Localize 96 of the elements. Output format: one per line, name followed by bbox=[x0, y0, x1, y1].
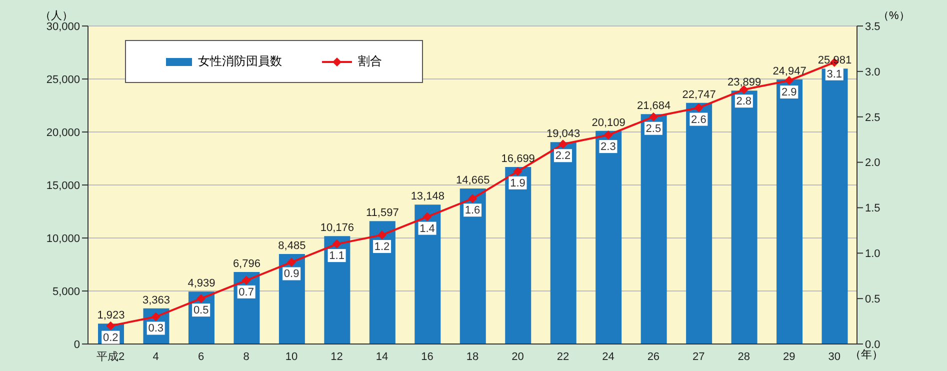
bar bbox=[776, 80, 803, 344]
x-tick-label: 平成2 bbox=[96, 350, 125, 363]
y2-tick-label: 1.5 bbox=[865, 202, 880, 215]
y2-tick-label: 1.0 bbox=[865, 248, 880, 260]
legend-label: 割合 bbox=[358, 53, 382, 70]
bar bbox=[414, 204, 441, 344]
point bbox=[468, 194, 477, 204]
data-label: 1.2 bbox=[374, 240, 390, 253]
data-label: 2.9 bbox=[782, 86, 797, 99]
data-label: 1.4 bbox=[420, 222, 435, 235]
y2-tick-label: 3.0 bbox=[865, 66, 880, 78]
data-label: 13,148 bbox=[410, 190, 444, 203]
data-label: 1,923 bbox=[97, 310, 125, 322]
data-label: 2.5 bbox=[646, 122, 662, 135]
data-label: 10,176 bbox=[320, 222, 354, 234]
data-label: 0.7 bbox=[238, 286, 254, 298]
data-label: 0.2 bbox=[102, 332, 118, 344]
data-label: 3.1 bbox=[826, 68, 842, 80]
data-label: 1.6 bbox=[464, 204, 480, 217]
point bbox=[604, 130, 613, 140]
bar bbox=[731, 90, 758, 344]
x-tick-label: 16 bbox=[421, 350, 434, 363]
data-label: 6,796 bbox=[232, 258, 260, 270]
y-tick-label: 30,000 bbox=[46, 20, 80, 33]
y-tick-label: 25,000 bbox=[46, 74, 80, 86]
data-label: 21,684 bbox=[636, 100, 671, 112]
data-label: 4,939 bbox=[188, 278, 216, 290]
x-tick-label: 6 bbox=[198, 350, 204, 363]
y2-tick-label: 0.0 bbox=[865, 338, 880, 351]
y-tick-label: 20,000 bbox=[46, 126, 80, 139]
data-label: 2.3 bbox=[600, 141, 616, 154]
bar bbox=[640, 114, 667, 344]
legend-label: 女性消防団員数 bbox=[198, 53, 282, 70]
x-tick-label: 27 bbox=[692, 350, 705, 363]
point bbox=[242, 276, 251, 285]
bar bbox=[460, 188, 486, 344]
y2-tick-label: 2.0 bbox=[865, 157, 880, 170]
y2-tick-label: 3.5 bbox=[865, 20, 880, 33]
x-axis-title: （年） bbox=[850, 348, 883, 362]
point bbox=[196, 294, 206, 304]
x-tick-label: 8 bbox=[243, 350, 250, 363]
x-tick-label: 24 bbox=[602, 350, 614, 363]
point bbox=[151, 312, 160, 322]
point bbox=[558, 140, 568, 149]
data-label: 8,485 bbox=[278, 240, 306, 252]
x-tick-label: 14 bbox=[376, 350, 388, 363]
y-tick-label: 15,000 bbox=[46, 180, 80, 192]
data-label: 24,947 bbox=[772, 66, 806, 78]
y-tick-label: 10,000 bbox=[46, 232, 80, 245]
data-label: 2.2 bbox=[555, 150, 571, 162]
bar bbox=[550, 142, 576, 344]
point bbox=[513, 166, 522, 176]
x-tick-label: 18 bbox=[466, 350, 479, 363]
y2-axis-title: （%） bbox=[878, 9, 910, 22]
data-label: 23,899 bbox=[727, 76, 762, 89]
data-label: 0.3 bbox=[148, 322, 164, 335]
x-tick-label: 10 bbox=[285, 350, 298, 363]
data-label: 2.6 bbox=[691, 114, 706, 126]
point bbox=[694, 103, 704, 112]
x-tick-label: 12 bbox=[330, 350, 343, 363]
data-label: 0.5 bbox=[193, 304, 209, 317]
data-label: 1.1 bbox=[329, 250, 344, 262]
y2-tick-label: 2.5 bbox=[865, 112, 880, 124]
point bbox=[378, 230, 387, 240]
point bbox=[332, 240, 342, 249]
data-label: 11,597 bbox=[366, 207, 399, 220]
bar bbox=[505, 166, 532, 344]
bar bbox=[822, 68, 848, 344]
data-label: 2.8 bbox=[736, 96, 752, 108]
x-tick-label: 4 bbox=[152, 350, 159, 363]
y2-tick-label: 0.5 bbox=[865, 293, 880, 306]
data-label: 22,747 bbox=[682, 88, 716, 101]
bar bbox=[369, 221, 396, 344]
data-label: 16,699 bbox=[501, 152, 535, 165]
point bbox=[422, 212, 432, 222]
x-tick-label: 30 bbox=[828, 350, 841, 363]
data-label: 3,363 bbox=[142, 294, 170, 306]
bar bbox=[596, 130, 622, 344]
y-axis-title: （人） bbox=[40, 9, 73, 22]
y-tick-label: 0 bbox=[74, 338, 80, 351]
x-tick-label: 29 bbox=[783, 350, 796, 363]
data-label: 0.9 bbox=[284, 268, 300, 280]
bar bbox=[686, 102, 712, 344]
point bbox=[784, 76, 794, 86]
x-tick-label: 28 bbox=[738, 350, 750, 363]
data-label: 20,109 bbox=[592, 116, 626, 129]
point bbox=[287, 258, 296, 267]
x-tick-label: 26 bbox=[647, 350, 660, 363]
x-tick-label: 22 bbox=[556, 350, 570, 363]
data-label: 1.9 bbox=[510, 177, 526, 190]
data-label: 14,665 bbox=[456, 174, 490, 187]
data-label: 19,043 bbox=[546, 128, 580, 140]
point bbox=[106, 321, 116, 330]
point bbox=[648, 112, 658, 122]
y-tick-label: 5,000 bbox=[52, 286, 80, 298]
x-tick-label: 20 bbox=[512, 350, 524, 363]
